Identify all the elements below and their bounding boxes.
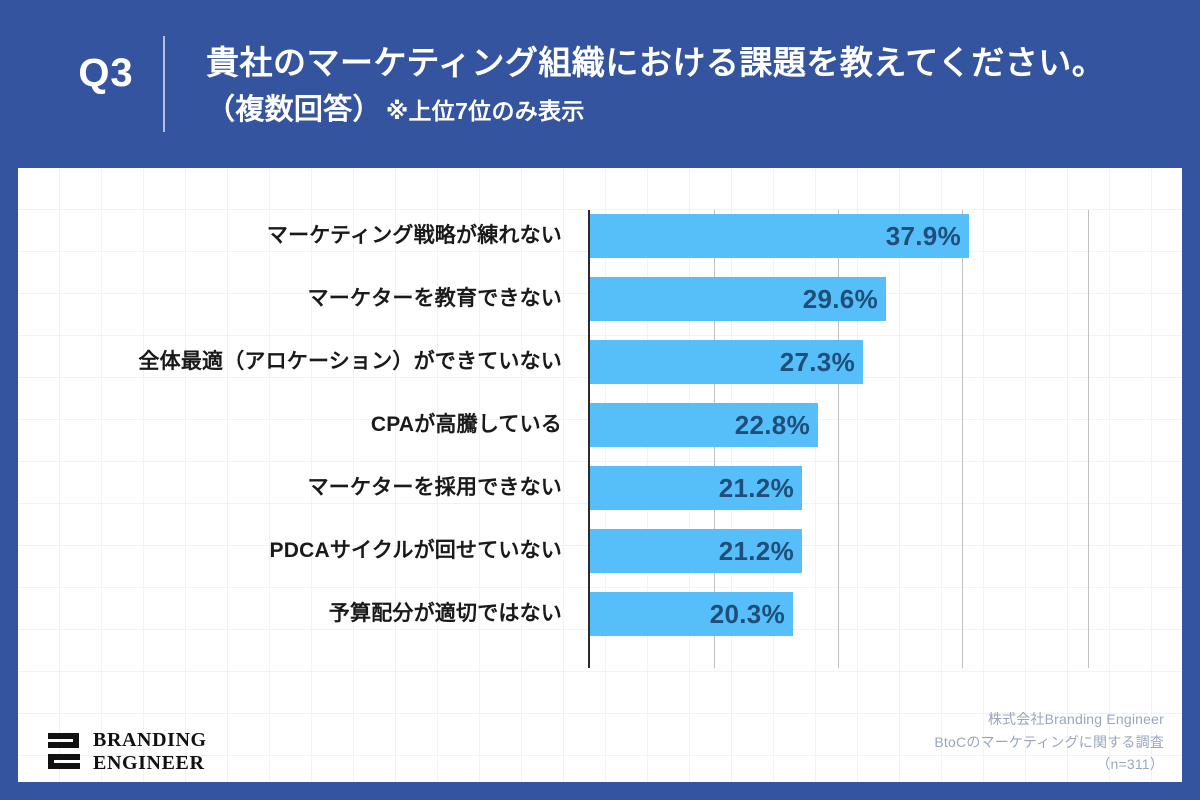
logo-line-2: ENGINEER xyxy=(93,752,205,774)
category-label: CPAが高騰している xyxy=(370,413,562,436)
bar[interactable] xyxy=(590,466,802,510)
bar-wrapper: 27.3% xyxy=(590,340,863,384)
subtitle-note: ※上位7位のみ表示 xyxy=(385,97,585,124)
credits-block: 株式会社Branding Engineer BtoCのマーケティングに関する調査… xyxy=(644,708,1164,776)
category-label: PDCAサイクルが回せていない xyxy=(269,539,562,562)
bar-value-label: 27.3% xyxy=(779,347,855,377)
category-label: 全体最適（アロケーション）ができていない xyxy=(138,350,562,373)
bar-chart: マーケティング戦略が練れない 37.9% マーケターを教育できない 29.6% 全体最適… xyxy=(18,168,1182,782)
bar-wrapper: 29.6% xyxy=(590,277,886,321)
bar-row: マーケターを採用できない 21.2% xyxy=(18,466,1182,510)
bar[interactable] xyxy=(590,592,793,636)
header-divider xyxy=(163,36,165,132)
chart-panel: マーケティング戦略が練れない 37.9% マーケターを教育できない 29.6% 全体最適… xyxy=(18,168,1182,782)
bar-value-label: 22.8% xyxy=(734,410,810,440)
bar-value-label: 21.2% xyxy=(718,473,794,503)
branding-engineer-logo: BRANDING ENGINEER xyxy=(48,730,207,773)
header-text-block: 貴社のマーケティング組織における課題を教えてください。 （複数回答） ※上位7位の… xyxy=(206,40,1166,130)
bar-value-label: 37.9% xyxy=(885,221,961,251)
bar-value-label: 29.6% xyxy=(802,284,878,314)
slide-header: Q3 貴社のマーケティング組織における課題を教えてください。 （複数回答） ※上位… xyxy=(0,0,1200,168)
question-number: Q3 xyxy=(78,51,134,95)
gridline-50 xyxy=(1088,210,1089,668)
credits-survey: BtoCのマーケティングに関する調査 xyxy=(934,733,1164,750)
bar-row: PDCAサイクルが回せていない 21.2% xyxy=(18,529,1182,573)
category-label: マーケターを採用できない xyxy=(307,476,562,499)
bar[interactable] xyxy=(590,403,818,447)
category-label: マーケターを教育できない xyxy=(307,287,562,310)
credits-sample: （n=311） xyxy=(1096,756,1164,773)
bar[interactable] xyxy=(590,277,886,321)
category-label: 予算配分が適切ではない xyxy=(328,602,562,625)
bar-row: 全体最適（アロケーション）ができていない 27.3% xyxy=(18,340,1182,384)
y-axis-line xyxy=(588,210,590,668)
question-title: 貴社のマーケティング組織における課題を教えてください。 xyxy=(206,44,1106,81)
bar-wrapper: 37.9% xyxy=(590,214,969,258)
bar[interactable] xyxy=(590,340,863,384)
question-subtitle: （複数回答） ※上位7位のみ表示 xyxy=(206,90,1166,130)
bar-value-label: 21.2% xyxy=(718,536,794,566)
be-monogram-icon xyxy=(48,732,80,769)
bar-wrapper: 22.8% xyxy=(590,403,818,447)
logo-wordmark: BRANDING ENGINEER xyxy=(93,730,207,773)
subtitle-main: （複数回答） xyxy=(206,93,382,126)
bar-row: 予算配分が適切ではない 20.3% xyxy=(18,592,1182,636)
bar-row: マーケターを教育できない 29.6% xyxy=(18,277,1182,321)
bar[interactable] xyxy=(590,214,969,258)
bar-wrapper: 21.2% xyxy=(590,529,802,573)
bar-row: マーケティング戦略が練れない 37.9% xyxy=(18,214,1182,258)
gridline-25 xyxy=(838,210,839,668)
bar-wrapper: 21.2% xyxy=(590,466,802,510)
bar-wrapper: 20.3% xyxy=(590,592,793,636)
gridline-37-5 xyxy=(962,210,963,668)
credits-company: 株式会社Branding Engineer xyxy=(987,711,1164,727)
bar-row: CPAが高騰している 22.8% xyxy=(18,403,1182,447)
bar[interactable] xyxy=(590,529,802,573)
bar-rows: マーケティング戦略が練れない 37.9% マーケターを教育できない 29.6% 全体最適… xyxy=(18,168,1182,782)
logo-line-1: BRANDING xyxy=(93,729,207,751)
bar-value-label: 20.3% xyxy=(709,599,785,629)
category-label: マーケティング戦略が練れない xyxy=(266,224,562,247)
